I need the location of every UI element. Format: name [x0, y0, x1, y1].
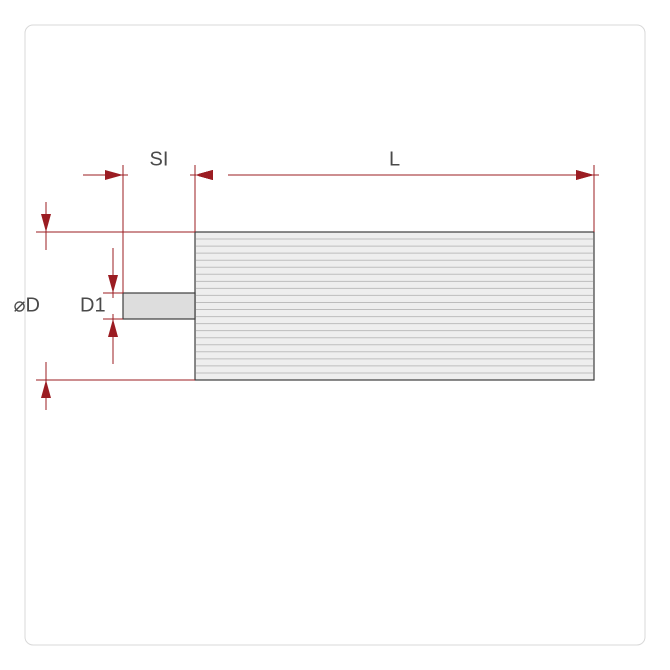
technical-diagram: SI L ⌀D D1 — [0, 0, 670, 670]
shaft — [123, 293, 195, 319]
label-d1: D1 — [80, 294, 106, 316]
label-si: SI — [150, 148, 169, 170]
label-od: ⌀D — [14, 294, 40, 316]
label-l: L — [389, 148, 400, 170]
knurled-body — [195, 232, 594, 380]
